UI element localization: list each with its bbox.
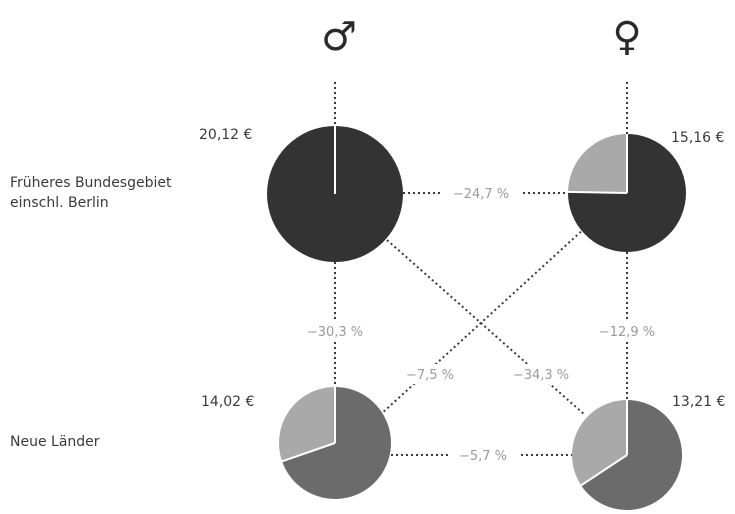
pct-female-east-vs-west: −12,9 % xyxy=(599,325,655,340)
row-label-west-text: Früheres Bundesgebiet einschl. Berlin xyxy=(10,175,172,211)
wage-west-female: 15,16 € xyxy=(671,130,725,146)
row-label-west: Früheres Bundesgebiet einschl. Berlin xyxy=(10,173,171,213)
pct-west-female-vs-male: −24,7 % xyxy=(453,187,509,202)
label-bg xyxy=(398,364,462,384)
row-label-east-text: Neue Länder xyxy=(10,434,100,450)
male-symbol-icon: ♂ xyxy=(321,14,357,60)
wage-west-male: 20,12 € xyxy=(199,127,253,143)
pie-divider xyxy=(580,454,628,487)
row-label-east: Neue Länder xyxy=(10,432,100,452)
female-symbol-icon: ♀ xyxy=(612,14,641,60)
pct-east-female-vs-west-male: −34,3 % xyxy=(513,368,569,383)
label-bg xyxy=(503,364,579,384)
pie-slice-remainder xyxy=(279,387,335,462)
pct-male-east-vs-west: −30,3 % xyxy=(307,325,363,340)
pie-west-male xyxy=(267,126,403,262)
wage-east-male: 14,02 € xyxy=(201,394,255,410)
connector-diagonal-east-male-west-female xyxy=(379,227,586,416)
label-bg xyxy=(440,183,522,203)
pie-divider xyxy=(567,190,628,194)
pie-east-female xyxy=(572,400,683,510)
connector-diagonal-west-male-east-female xyxy=(386,239,586,416)
pie-slice-share xyxy=(282,387,392,500)
pie-divider xyxy=(281,442,336,463)
pie-east-male xyxy=(279,387,392,500)
label-bg xyxy=(589,320,665,342)
label-bg xyxy=(448,445,518,465)
pie-west-female xyxy=(567,134,686,252)
pie-slice-remainder xyxy=(568,134,627,193)
pct-east-male-vs-west-female: −7,5 % xyxy=(406,368,454,383)
pie-slice-share xyxy=(581,400,683,510)
wage-east-female: 13,21 € xyxy=(672,394,726,410)
label-bg xyxy=(297,320,373,342)
pct-east-female-vs-male: −5,7 % xyxy=(459,449,507,464)
